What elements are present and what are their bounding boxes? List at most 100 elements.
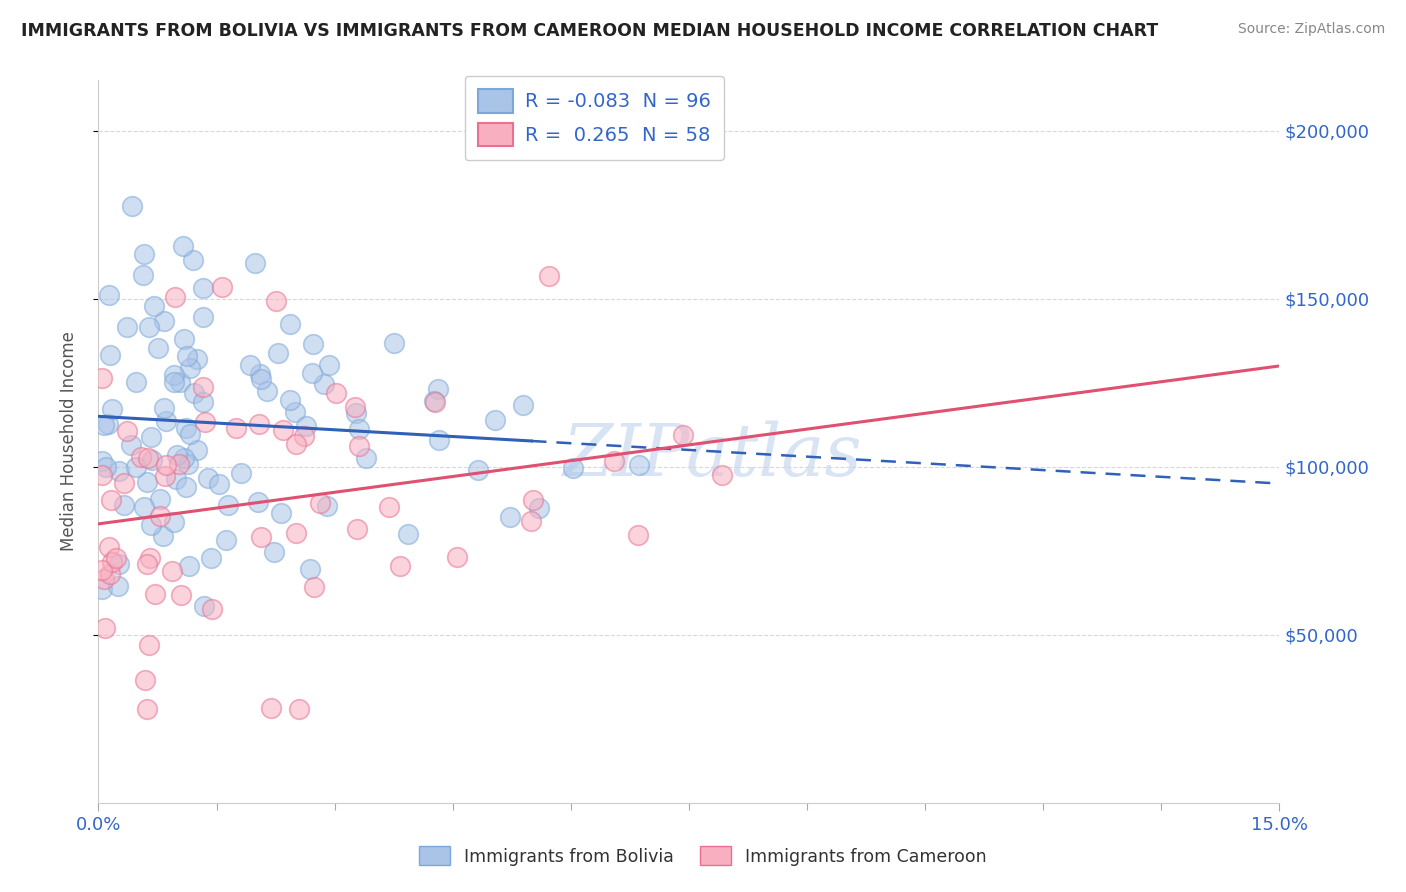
Text: ZIPatlas: ZIPatlas xyxy=(562,421,862,491)
Point xyxy=(427,383,450,397)
Point xyxy=(138,319,160,334)
Point xyxy=(382,335,405,350)
Point xyxy=(446,550,468,565)
Point xyxy=(191,380,214,394)
Point xyxy=(246,494,269,508)
Point xyxy=(710,467,733,482)
Point xyxy=(98,348,121,362)
Point xyxy=(93,418,115,433)
Point xyxy=(98,567,121,582)
Y-axis label: Median Household Income: Median Household Income xyxy=(59,332,77,551)
Point xyxy=(170,589,193,603)
Point xyxy=(267,346,290,360)
Point xyxy=(284,436,307,450)
Point xyxy=(97,541,120,555)
Point xyxy=(273,423,295,437)
Point xyxy=(120,438,142,452)
Point xyxy=(193,415,215,429)
Point xyxy=(484,413,506,427)
Point xyxy=(344,406,367,420)
Point xyxy=(278,393,301,408)
Point xyxy=(112,475,135,490)
Point xyxy=(174,421,197,435)
Legend: Immigrants from Bolivia, Immigrants from Cameroon: Immigrants from Bolivia, Immigrants from… xyxy=(411,838,995,874)
Point xyxy=(167,458,190,472)
Point xyxy=(302,337,325,351)
Point xyxy=(149,492,172,507)
Point xyxy=(263,545,285,559)
Point xyxy=(153,313,176,327)
Point xyxy=(270,506,292,520)
Point xyxy=(250,372,273,386)
Point xyxy=(315,499,337,513)
Point xyxy=(249,367,271,381)
Point xyxy=(191,310,214,325)
Point xyxy=(107,579,129,593)
Point xyxy=(186,351,208,366)
Point xyxy=(101,556,124,570)
Point xyxy=(101,401,124,416)
Point xyxy=(107,464,129,478)
Point xyxy=(211,279,233,293)
Point xyxy=(522,492,544,507)
Point xyxy=(136,702,159,716)
Point xyxy=(193,395,215,409)
Point xyxy=(132,268,155,282)
Point xyxy=(181,253,204,268)
Point xyxy=(208,477,231,491)
Point xyxy=(136,451,159,466)
Point xyxy=(538,268,561,283)
Point xyxy=(229,467,252,481)
Point xyxy=(309,496,332,510)
Point xyxy=(243,256,266,270)
Point xyxy=(349,422,371,436)
Point xyxy=(177,458,200,472)
Point xyxy=(143,587,166,601)
Point xyxy=(153,469,176,483)
Point xyxy=(173,450,195,465)
Point xyxy=(135,475,157,490)
Point xyxy=(183,386,205,401)
Point xyxy=(98,288,121,302)
Point xyxy=(165,472,187,486)
Point xyxy=(139,430,162,444)
Point xyxy=(105,550,128,565)
Point xyxy=(149,508,172,523)
Point xyxy=(91,582,114,596)
Point xyxy=(152,529,174,543)
Point xyxy=(301,367,323,381)
Point xyxy=(100,492,122,507)
Point xyxy=(520,514,543,528)
Point xyxy=(280,317,302,331)
Point xyxy=(134,673,156,688)
Point xyxy=(174,480,197,494)
Point xyxy=(169,375,191,389)
Point xyxy=(288,702,311,716)
Point xyxy=(284,526,307,541)
Point xyxy=(264,294,287,309)
Point xyxy=(467,462,489,476)
Point xyxy=(143,299,166,313)
Point xyxy=(218,498,240,512)
Point xyxy=(91,454,114,468)
Point xyxy=(115,424,138,438)
Point xyxy=(155,458,177,472)
Point xyxy=(672,428,695,442)
Point xyxy=(259,700,281,714)
Point xyxy=(388,558,411,573)
Point xyxy=(292,429,315,443)
Point xyxy=(423,393,446,408)
Point xyxy=(172,239,194,253)
Point xyxy=(425,395,447,409)
Point xyxy=(134,500,156,515)
Point xyxy=(250,530,273,544)
Point xyxy=(427,434,450,448)
Text: Source: ZipAtlas.com: Source: ZipAtlas.com xyxy=(1237,22,1385,37)
Point xyxy=(141,452,163,467)
Point xyxy=(138,551,160,566)
Point xyxy=(225,421,247,435)
Point xyxy=(163,375,186,389)
Point xyxy=(247,417,270,431)
Point xyxy=(176,349,198,363)
Point xyxy=(354,450,377,465)
